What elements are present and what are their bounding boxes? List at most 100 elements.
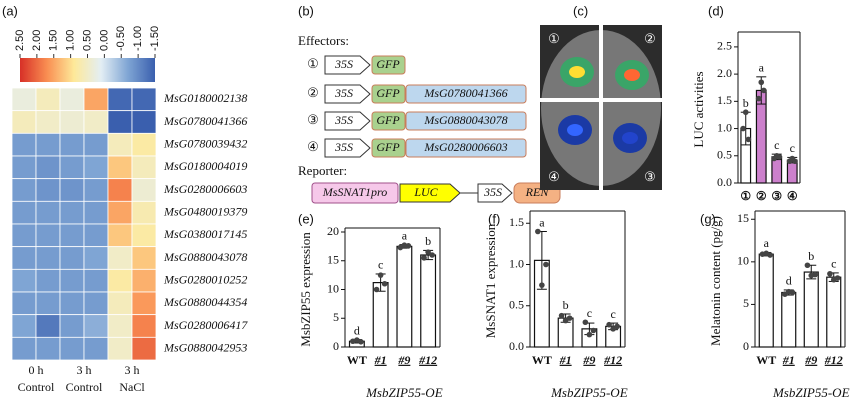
y-tick-label: 5 (743, 296, 749, 310)
reporter-promoter-box (311, 182, 399, 204)
significance-letter: c (587, 306, 592, 320)
significance-letter: b (808, 249, 814, 263)
heatmap-cell (107, 155, 133, 180)
heatmap-cell (35, 200, 61, 225)
x-tick-label: #1 (374, 353, 387, 367)
significance-letter: d (354, 323, 360, 337)
heatmap-cell (83, 336, 109, 361)
heatmap-cell (131, 291, 157, 316)
panel-label: (b) (298, 3, 314, 18)
data-point (740, 125, 746, 132)
row-label: MsG0280006603 (163, 182, 247, 196)
heatmap-cell (35, 223, 61, 248)
heatmap-cell (35, 291, 61, 316)
x-tick-label: ④ (787, 189, 798, 203)
x-tick-label: #9 (804, 353, 817, 367)
effector-number: ④ (307, 139, 319, 154)
reporter-promoter: MsSNAT1pro (322, 185, 387, 199)
data-point (566, 315, 573, 321)
x-tick-label: #12 (824, 353, 843, 367)
bar (781, 291, 797, 348)
heatmap-cell (59, 223, 85, 248)
heatmap-cell (11, 314, 37, 338)
x-tick-label: #9 (582, 353, 595, 367)
heatmap-cell (107, 87, 133, 112)
tag-box (371, 55, 406, 75)
data-point (776, 154, 783, 160)
heatmap-cell (107, 110, 133, 134)
panel-label: (a) (2, 3, 18, 18)
colorbar-tick-label: 2.00 (31, 30, 43, 51)
significance-letter: c (831, 257, 836, 271)
promoter-label: 35S (334, 86, 353, 100)
x-tick-label: #9 (397, 353, 410, 367)
heatmap-cell (11, 155, 37, 180)
heatmap-cell (11, 268, 37, 293)
luminescence-core (569, 66, 585, 78)
heatmap-cell (11, 291, 37, 316)
y-tick-label: 5 (333, 310, 339, 324)
tag-box (371, 84, 406, 104)
row-label: MsG0780041366 (163, 114, 247, 128)
group-label: MsbZIP55-OE (772, 385, 850, 400)
heatmap-cell (11, 246, 37, 270)
promoter-arrow (399, 183, 461, 203)
data-point (586, 331, 593, 338)
tag-box (371, 111, 406, 131)
heatmap-cell (59, 291, 85, 316)
heatmap-cell (107, 200, 133, 225)
significance-letter: c (378, 258, 383, 272)
gene-label: MsG0880043078 (423, 113, 507, 127)
heatmap-cell (107, 223, 133, 248)
significance-letter: a (539, 215, 545, 229)
significance-letter: c (790, 141, 795, 155)
luminescence-core (567, 124, 583, 136)
data-point (358, 339, 364, 345)
data-point (558, 312, 565, 319)
bar (803, 271, 819, 348)
x-tick-label: #12 (418, 353, 437, 367)
data-point (761, 87, 767, 94)
heatmap-cell (131, 87, 157, 112)
data-point (792, 158, 798, 165)
column-time: 0 h (29, 363, 44, 377)
data-point (804, 262, 811, 269)
heatmap-cell (35, 336, 61, 361)
heatmap-cell (131, 223, 157, 248)
bar (758, 253, 774, 348)
data-point (606, 321, 612, 328)
y-axis-label: LUC activities (691, 71, 706, 147)
heatmap-cell (107, 336, 133, 361)
significance-letter: a (764, 236, 770, 250)
y-tick-label: 0.0 (717, 175, 732, 189)
luminescence-core (624, 69, 640, 81)
heatmap-cell (107, 314, 133, 338)
row-label: MsG0880042953 (163, 340, 247, 354)
row-label: MsG0280010252 (163, 272, 247, 286)
heatmap-cell (83, 110, 109, 134)
data-point (789, 289, 796, 296)
significance-letter: b (425, 234, 431, 248)
heatmap-cell (35, 155, 61, 180)
tag-label: GFP (376, 57, 400, 71)
data-point (373, 286, 380, 293)
y-tick-label: 15 (737, 211, 749, 225)
spot-label: ④ (548, 169, 560, 184)
data-point (421, 255, 427, 261)
heatmap-cell (11, 178, 37, 202)
row-label: MsG0180004019 (163, 159, 247, 173)
y-tick-label: 20 (327, 224, 339, 238)
effector-number: ① (307, 56, 319, 71)
x-tick-label: WT (756, 353, 776, 367)
heatmap-cell (131, 110, 157, 134)
colorbar-tick-label: 2.50 (14, 30, 26, 51)
data-point (614, 323, 620, 330)
heatmap-cell (35, 110, 61, 134)
group-label: MsbZIP55-OE (365, 385, 443, 400)
data-point (381, 280, 388, 287)
heatmap-cell (107, 178, 133, 202)
data-point (767, 252, 773, 258)
y-tick-label: 2.0 (717, 66, 732, 80)
y-tick-label: 10 (327, 281, 339, 295)
colorbar-tick-label: 1.00 (65, 30, 77, 51)
